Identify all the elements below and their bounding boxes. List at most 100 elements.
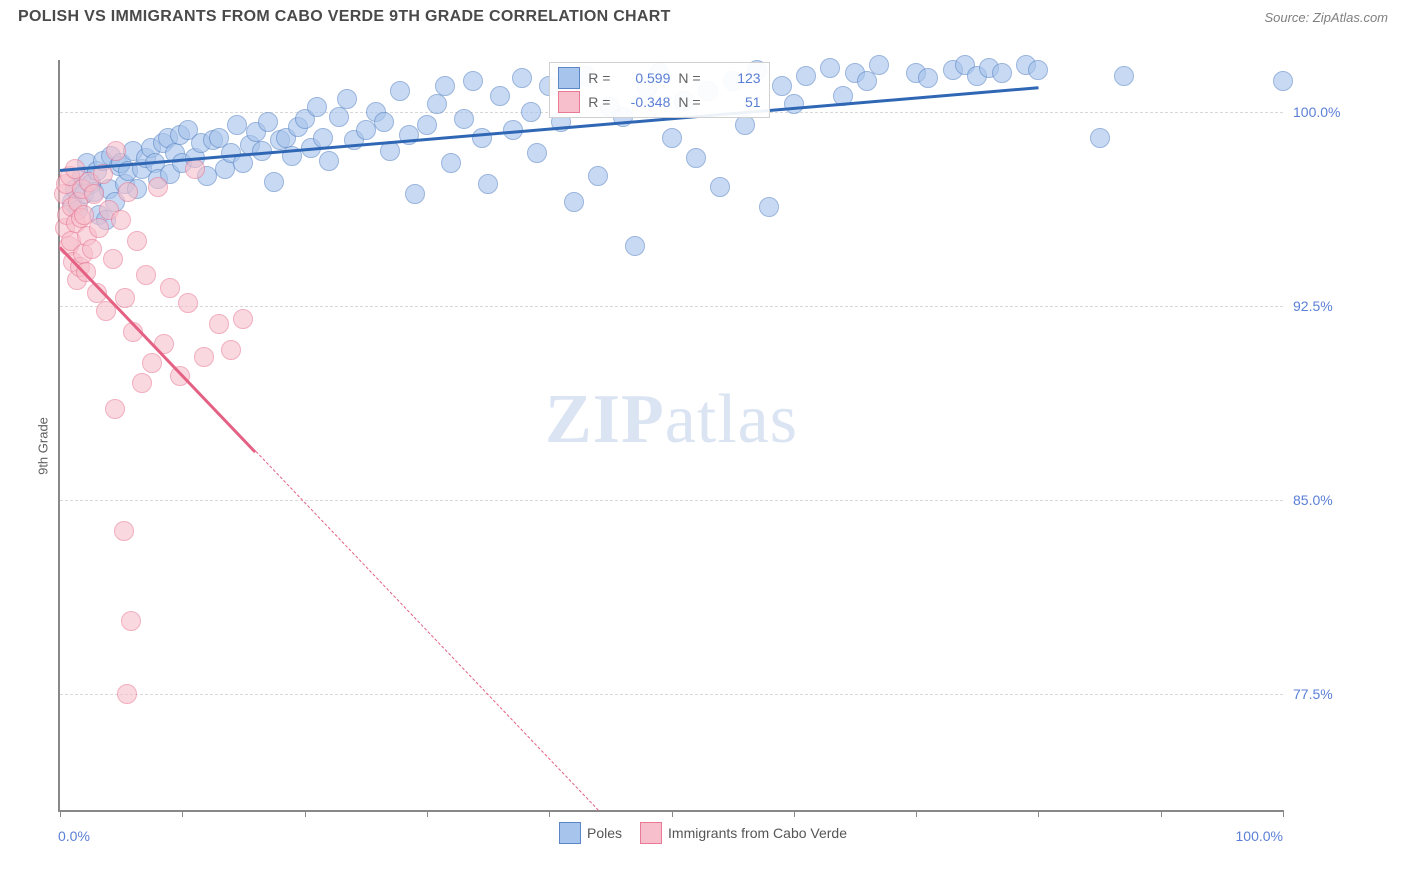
x-tick	[60, 810, 61, 817]
data-point	[490, 86, 510, 106]
data-point	[142, 353, 162, 373]
data-point	[441, 153, 461, 173]
watermark: ZIPatlas	[545, 380, 798, 460]
data-point	[118, 182, 138, 202]
data-point	[759, 197, 779, 217]
data-point	[472, 128, 492, 148]
data-point	[427, 94, 447, 114]
data-point	[796, 66, 816, 86]
data-point	[103, 249, 123, 269]
data-point	[454, 109, 474, 129]
y-tick-label: 77.5%	[1293, 686, 1378, 702]
data-point	[463, 71, 483, 91]
data-point	[478, 174, 498, 194]
data-point	[625, 236, 645, 256]
data-point	[132, 373, 152, 393]
x-tick	[427, 810, 428, 817]
data-point	[136, 265, 156, 285]
data-point	[319, 151, 339, 171]
data-point	[160, 278, 180, 298]
chart-container: 9th Grade ZIPatlas 77.5%85.0%92.5%100.0%…	[18, 40, 1388, 852]
data-point	[405, 184, 425, 204]
x-axis-max-label: 100.0%	[1236, 828, 1283, 844]
legend-swatch	[559, 822, 581, 844]
x-tick	[305, 810, 306, 817]
data-point	[106, 141, 126, 161]
data-point	[337, 89, 357, 109]
legend: Poles Immigrants from Cabo Verde	[559, 822, 847, 844]
stats-row: R =0.599N =123	[556, 66, 762, 90]
data-point	[233, 309, 253, 329]
x-axis-min-label: 0.0%	[58, 828, 90, 844]
x-tick	[1038, 810, 1039, 817]
x-tick	[182, 810, 183, 817]
data-point	[1090, 128, 1110, 148]
chart-title: POLISH VS IMMIGRANTS FROM CABO VERDE 9TH…	[18, 8, 671, 26]
data-point	[89, 218, 109, 238]
y-tick-label: 100.0%	[1293, 104, 1378, 120]
data-point	[686, 148, 706, 168]
gridline	[60, 694, 1283, 695]
series-swatch	[558, 91, 580, 113]
data-point	[82, 239, 102, 259]
data-point	[435, 76, 455, 96]
x-tick	[549, 810, 550, 817]
series-swatch	[558, 67, 580, 89]
data-point	[512, 68, 532, 88]
data-point	[111, 210, 131, 230]
source-attribution: Source: ZipAtlas.com	[1264, 10, 1388, 25]
data-point	[194, 347, 214, 367]
data-point	[227, 115, 247, 135]
data-point	[1028, 60, 1048, 80]
data-point	[1114, 66, 1134, 86]
x-tick	[1283, 810, 1284, 817]
data-point	[127, 231, 147, 251]
chart-header: POLISH VS IMMIGRANTS FROM CABO VERDE 9TH…	[0, 0, 1406, 30]
data-point	[105, 399, 125, 419]
data-point	[84, 184, 104, 204]
data-point	[918, 68, 938, 88]
gridline	[60, 500, 1283, 501]
x-tick	[672, 810, 673, 817]
data-point	[662, 128, 682, 148]
n-value: 123	[709, 70, 761, 86]
r-value: -0.348	[618, 94, 670, 110]
stats-row: R =-0.348N =51	[556, 90, 762, 114]
data-point	[221, 340, 241, 360]
data-point	[527, 143, 547, 163]
stats-box: R =0.599N =123R =-0.348N =51	[549, 62, 769, 118]
legend-label: Poles	[587, 825, 622, 841]
data-point	[178, 293, 198, 313]
data-point	[772, 76, 792, 96]
x-tick	[794, 810, 795, 817]
data-point	[784, 94, 804, 114]
legend-item: Immigrants from Cabo Verde	[640, 822, 847, 844]
n-value: 51	[709, 94, 761, 110]
gridline	[60, 306, 1283, 307]
data-point	[417, 115, 437, 135]
data-point	[588, 166, 608, 186]
data-point	[992, 63, 1012, 83]
data-point	[374, 112, 394, 132]
y-axis-label: 9th Grade	[35, 417, 50, 475]
data-point	[185, 159, 205, 179]
legend-label: Immigrants from Cabo Verde	[668, 825, 847, 841]
data-point	[307, 97, 327, 117]
data-point	[114, 521, 134, 541]
data-point	[820, 58, 840, 78]
data-point	[356, 120, 376, 140]
r-value: 0.599	[618, 70, 670, 86]
data-point	[258, 112, 278, 132]
data-point	[1273, 71, 1293, 91]
data-point	[390, 81, 410, 101]
data-point	[121, 611, 141, 631]
data-point	[264, 172, 284, 192]
data-point	[115, 288, 135, 308]
data-point	[329, 107, 349, 127]
x-tick	[916, 810, 917, 817]
plot-area: ZIPatlas 77.5%85.0%92.5%100.0%R =0.599N …	[58, 60, 1283, 812]
data-point	[521, 102, 541, 122]
legend-item: Poles	[559, 822, 622, 844]
data-point	[869, 55, 889, 75]
y-tick-label: 85.0%	[1293, 492, 1378, 508]
